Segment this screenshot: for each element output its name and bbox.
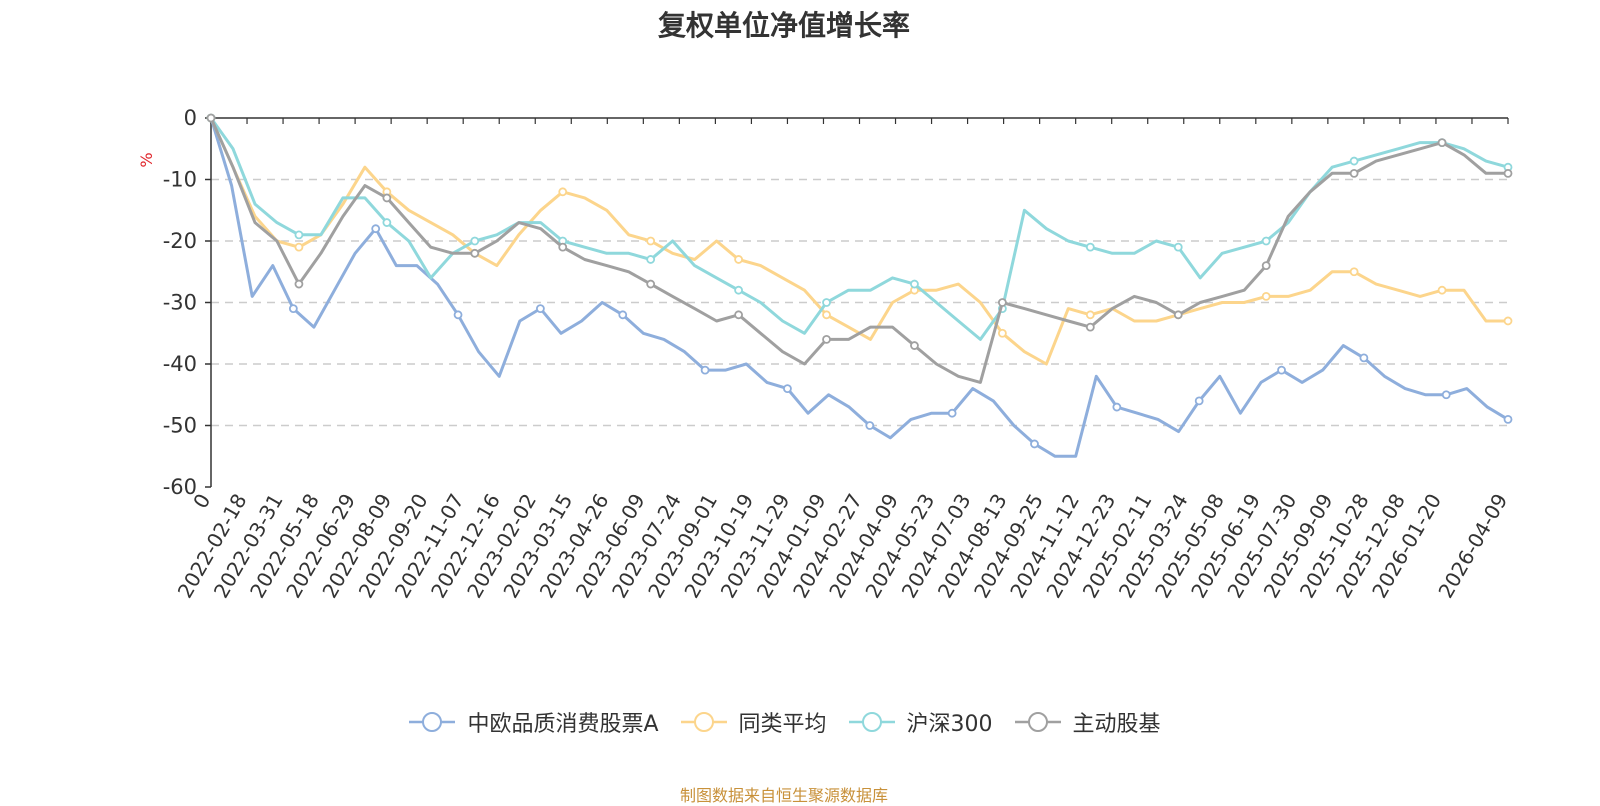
data-point: [1085, 242, 1095, 252]
legend-swatch: [409, 712, 456, 732]
series-line-3: [209, 117, 1509, 341]
legend-swatch-marker: [693, 712, 714, 732]
data-point: [1503, 168, 1513, 178]
data-point: [997, 298, 1007, 307]
data-point: [646, 279, 656, 289]
chart-title: 复权单位净值增长率: [657, 9, 910, 42]
data-point: [910, 341, 919, 350]
data-point: [535, 304, 545, 314]
data-point: [1441, 390, 1451, 400]
data-point: [1085, 322, 1095, 332]
data-point: [783, 384, 792, 394]
legend-item-4[interactable]: 主动股基: [1013, 706, 1161, 738]
data-point: [558, 242, 568, 252]
data-point: [294, 242, 304, 252]
legend-label: 同类平均: [738, 712, 827, 737]
legend-item-2[interactable]: 同类平均: [679, 706, 827, 738]
data-point: [206, 113, 216, 123]
data-point: [1437, 285, 1447, 295]
legend-swatch: [848, 712, 895, 732]
data-point: [371, 224, 381, 234]
data-point: [947, 408, 957, 418]
data-point: [1194, 396, 1204, 406]
data-point: [382, 218, 392, 227]
data-point: [822, 298, 831, 307]
data-point: [734, 255, 743, 264]
data-point: [618, 310, 628, 320]
data-point: [1173, 310, 1183, 320]
data-point: [288, 304, 298, 314]
data-point: [1503, 414, 1513, 424]
legend-label: 中欧品质消费股票A: [467, 712, 659, 737]
y-tick-label: -50: [163, 414, 197, 438]
data-point: [822, 334, 831, 344]
legend-swatch-marker: [422, 712, 443, 732]
data-point: [734, 285, 743, 295]
y-tick-label: -10: [163, 168, 197, 192]
data-point: [997, 328, 1007, 338]
y-tick-label: -40: [163, 352, 197, 376]
data-point: [1261, 236, 1271, 246]
legend-item-3[interactable]: 沪深300: [847, 706, 993, 738]
chart-legend: 中欧品质消费股票A 同类平均 沪深300 主动股基: [0, 706, 1568, 738]
legend-swatch-marker: [1027, 712, 1048, 732]
grid-layer: [211, 178, 1508, 427]
data-point: [1112, 402, 1122, 412]
series-layer: [206, 113, 1513, 458]
data-point: [646, 255, 656, 264]
legend-label: 沪深300: [906, 712, 993, 737]
data-point: [453, 310, 463, 320]
data-point: [1349, 168, 1359, 178]
data-point: [382, 193, 392, 203]
data-point: [1349, 267, 1359, 277]
data-point: [470, 236, 480, 246]
y-tick-label: -30: [163, 291, 197, 315]
data-point: [646, 236, 656, 246]
legend-swatch: [1014, 712, 1061, 732]
data-point: [700, 365, 710, 375]
data-point: [1173, 242, 1183, 252]
line-chart: 0-10-20-30-40-50-6002022-02-182022-03-31…: [137, 106, 1513, 602]
data-point: [294, 230, 304, 240]
data-point: [910, 279, 919, 289]
data-point: [470, 248, 480, 258]
data-point: [1085, 310, 1095, 320]
data-point: [1030, 439, 1039, 449]
x-tick-label: 0: [188, 490, 215, 513]
y-tick-label: -20: [163, 229, 197, 253]
data-point: [294, 279, 304, 289]
data-point: [1261, 291, 1271, 301]
series-line-1: [209, 117, 1509, 458]
source-note: 制图数据来自恒生聚源数据库: [679, 786, 888, 805]
data-point: [1359, 353, 1369, 363]
data-point: [1503, 316, 1513, 326]
legend-item-1[interactable]: 中欧品质消费股票A: [407, 706, 659, 738]
legend-swatch: [680, 712, 727, 732]
y-tick-label: 0: [184, 106, 197, 130]
data-point: [822, 310, 831, 320]
data-point: [1277, 365, 1286, 375]
legend-swatch-marker: [861, 712, 882, 732]
data-point: [1437, 138, 1447, 148]
y-axis-label: %: [137, 152, 156, 167]
series-line-4: [209, 117, 1508, 384]
y-tick-label: -60: [163, 475, 197, 499]
axes-layer: 0-10-20-30-40-50-6002022-02-182022-03-31…: [163, 106, 1513, 602]
x-tick-label: 2026-04-09: [1433, 490, 1512, 603]
data-point: [1261, 261, 1271, 271]
data-point: [558, 187, 568, 197]
data-point: [734, 310, 743, 320]
data-point: [1349, 156, 1359, 166]
legend-label: 主动股基: [1072, 712, 1161, 737]
data-point: [865, 421, 875, 430]
